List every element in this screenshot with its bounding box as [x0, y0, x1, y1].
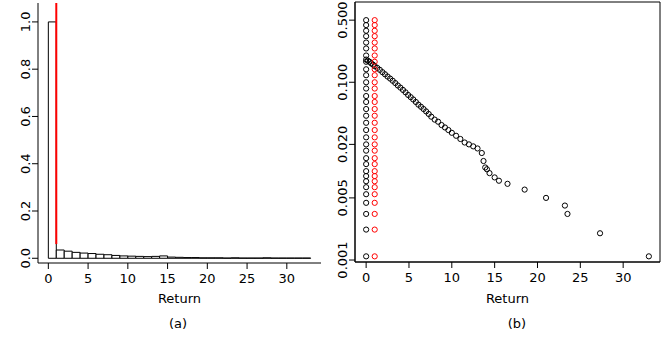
svg-text:0: 0 — [44, 271, 52, 286]
svg-text:Return: Return — [158, 291, 201, 303]
svg-text:0.0: 0.0 — [18, 248, 33, 269]
svg-text:5: 5 — [405, 270, 413, 285]
svg-text:0: 0 — [362, 270, 370, 285]
svg-text:1.0: 1.0 — [18, 12, 33, 33]
svg-text:15: 15 — [159, 271, 176, 286]
svg-text:30: 30 — [279, 271, 296, 286]
svg-text:0.005: 0.005 — [335, 179, 350, 216]
svg-text:0.500: 0.500 — [335, 2, 350, 39]
svg-text:15: 15 — [486, 270, 503, 285]
svg-text:20: 20 — [529, 270, 546, 285]
svg-text:0.001: 0.001 — [335, 241, 350, 278]
svg-text:0.8: 0.8 — [18, 59, 33, 80]
svg-text:0.100: 0.100 — [335, 64, 350, 101]
svg-text:10: 10 — [120, 271, 137, 286]
svg-text:5: 5 — [84, 271, 92, 286]
svg-text:0.2: 0.2 — [18, 201, 33, 222]
svg-text:20: 20 — [199, 271, 216, 286]
html-text:(a): (a) — [168, 316, 188, 331]
svg-text:Return: Return — [486, 291, 529, 303]
svg-text:10: 10 — [444, 270, 461, 285]
svg-text:0.6: 0.6 — [18, 106, 33, 127]
html-text:(b): (b) — [507, 316, 527, 331]
svg-text:0.4: 0.4 — [18, 153, 33, 174]
svg-text:0.020: 0.020 — [335, 126, 350, 163]
svg-text:25: 25 — [572, 270, 589, 285]
svg-text:25: 25 — [239, 271, 256, 286]
svg-text:30: 30 — [615, 270, 632, 285]
